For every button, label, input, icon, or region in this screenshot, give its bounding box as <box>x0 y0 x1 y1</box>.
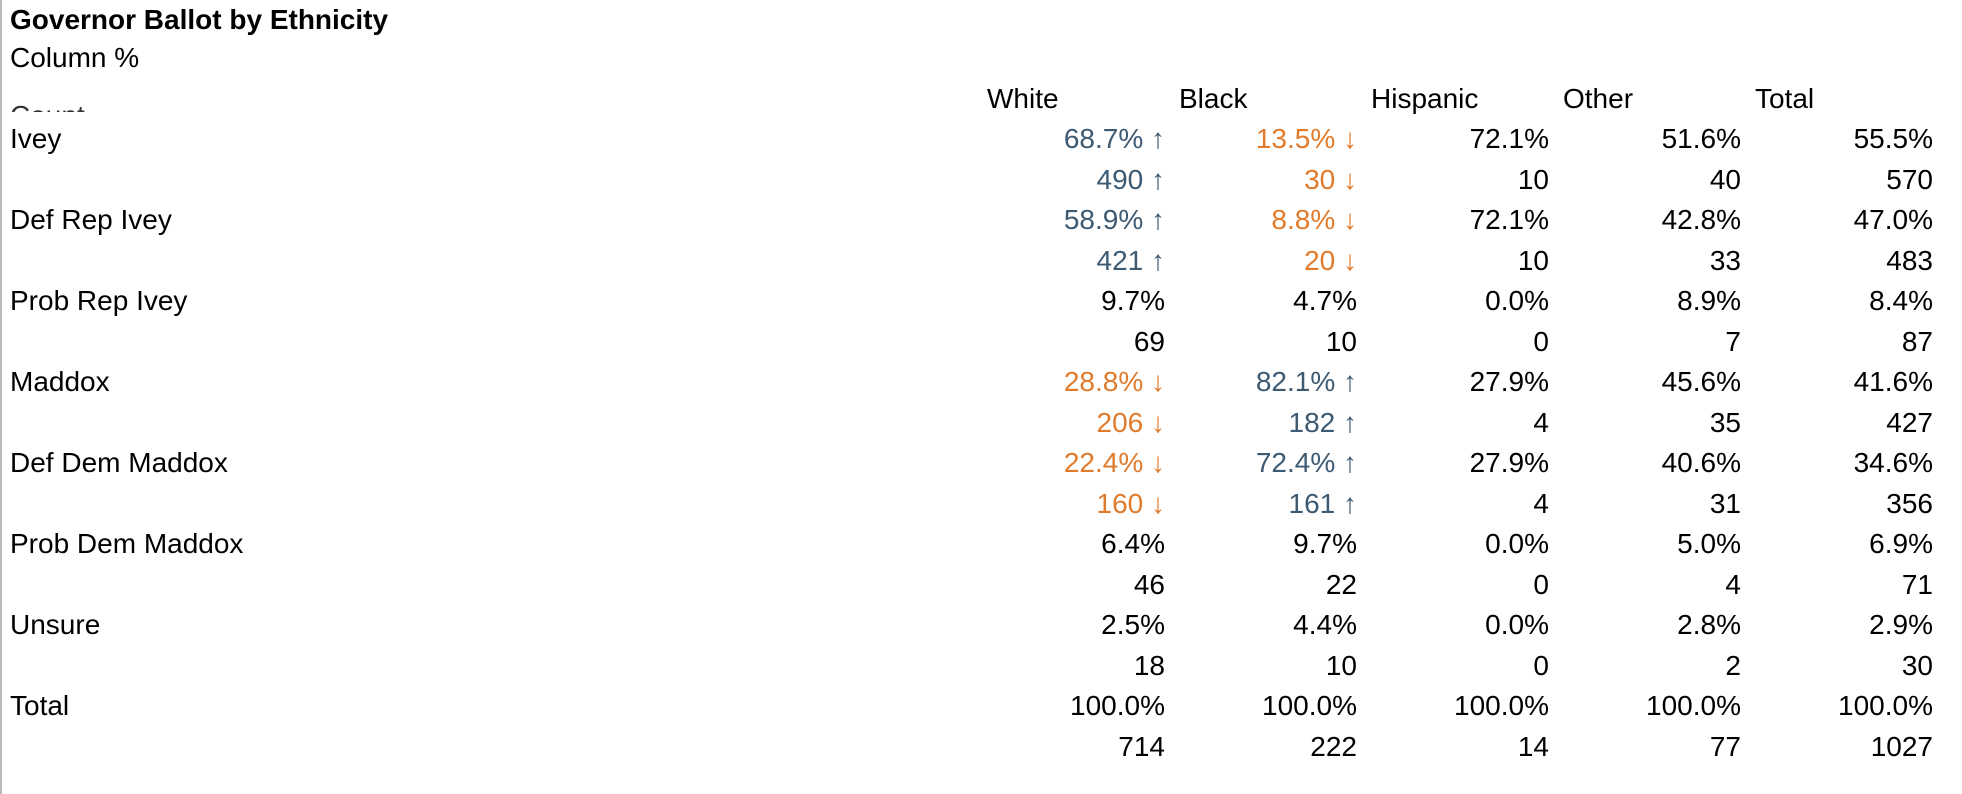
column-header-hispanic: Hispanic <box>1371 83 1479 114</box>
count-cell-total-white: 714 <box>1118 730 1165 762</box>
percent-cell-prob-rep-ivey-black: 4.7% <box>1293 285 1357 316</box>
percent-cell-total-other: 100.0% <box>1646 690 1741 721</box>
percent-cell-total-total: 100.0% <box>1838 690 1933 721</box>
percent-cell-unsure-hispanic: 0.0% <box>1485 609 1549 640</box>
percent-cell-def-rep-ivey-hispanic: 72.1% <box>1469 204 1549 235</box>
count-cell-unsure-hispanic: 0 <box>1533 649 1549 681</box>
percent-cell-unsure-other: 2.8% <box>1677 609 1741 640</box>
percent-cell-ivey-total: 55.5% <box>1853 123 1933 154</box>
row-label-prob-rep-ivey: Prob Rep Ivey <box>10 285 188 316</box>
column-header-total: Total <box>1755 83 1815 114</box>
table-subtitle: Column % <box>10 42 140 73</box>
count-cell-maddox-hispanic: 4 <box>1533 406 1549 438</box>
count-cell-unsure-black: 10 <box>1325 649 1357 681</box>
count-cell-ivey-total: 570 <box>1886 163 1933 195</box>
percent-cell-def-dem-maddox-black: 72.4% ↑ <box>1255 447 1357 478</box>
percent-cell-unsure-total: 2.9% <box>1869 609 1933 640</box>
percent-cell-def-dem-maddox-total: 34.6% <box>1853 447 1933 478</box>
percent-cell-def-dem-maddox-hispanic: 27.9% <box>1469 447 1549 478</box>
row-label-def-dem-maddox: Def Dem Maddox <box>10 447 228 478</box>
percent-cell-ivey-other: 51.6% <box>1661 123 1741 154</box>
count-cell-total-black: 222 <box>1310 730 1357 762</box>
count-cell-def-dem-maddox-total: 356 <box>1886 487 1933 519</box>
count-cell-maddox-black: 182 ↑ <box>1288 406 1358 438</box>
count-cell-ivey-other: 40 <box>1709 163 1741 195</box>
count-cell-unsure-total: 30 <box>1901 649 1933 681</box>
count-cell-maddox-white: 206 ↓ <box>1096 406 1166 438</box>
count-cell-prob-rep-ivey-hispanic: 0 <box>1533 325 1549 357</box>
count-cell-total-hispanic: 14 <box>1517 730 1549 762</box>
count-cell-def-rep-ivey-other: 33 <box>1709 244 1741 276</box>
partially-hidden-caption: Count <box>10 98 85 112</box>
count-cell-prob-dem-maddox-black: 22 <box>1325 568 1357 600</box>
row-label-def-rep-ivey: Def Rep Ivey <box>10 204 172 235</box>
count-cell-ivey-black: 30 ↓ <box>1304 163 1357 195</box>
count-cell-prob-rep-ivey-black: 10 <box>1325 325 1357 357</box>
count-cell-ivey-hispanic: 10 <box>1517 163 1549 195</box>
percent-cell-prob-dem-maddox-total: 6.9% <box>1869 528 1933 559</box>
count-cell-def-dem-maddox-hispanic: 4 <box>1533 487 1549 519</box>
column-header-black: Black <box>1179 83 1248 114</box>
count-cell-prob-rep-ivey-white: 69 <box>1133 325 1165 357</box>
percent-cell-def-rep-ivey-black: 8.8% ↓ <box>1271 204 1357 235</box>
row-label-total: Total <box>10 690 70 721</box>
row-label-prob-dem-maddox: Prob Dem Maddox <box>10 528 244 559</box>
count-cell-def-dem-maddox-white: 160 ↓ <box>1096 487 1166 519</box>
percent-cell-prob-rep-ivey-total: 8.4% <box>1869 285 1933 316</box>
count-cell-prob-dem-maddox-white: 46 <box>1133 568 1165 600</box>
percent-cell-ivey-white: 68.7% ↑ <box>1063 123 1165 154</box>
percent-cell-prob-rep-ivey-hispanic: 0.0% <box>1485 285 1549 316</box>
percent-cell-prob-dem-maddox-other: 5.0% <box>1677 528 1741 559</box>
column-header-white: White <box>987 83 1059 114</box>
percent-cell-unsure-white: 2.5% <box>1101 609 1165 640</box>
column-header-other: Other <box>1563 83 1634 114</box>
row-label-ivey: Ivey <box>10 123 62 154</box>
percent-cell-prob-dem-maddox-black: 9.7% <box>1293 528 1357 559</box>
percent-cell-def-dem-maddox-other: 40.6% <box>1661 447 1741 478</box>
percent-cell-maddox-black: 82.1% ↑ <box>1255 366 1357 397</box>
count-cell-unsure-white: 18 <box>1133 649 1165 681</box>
count-cell-unsure-other: 2 <box>1725 649 1741 681</box>
percent-cell-def-rep-ivey-other: 42.8% <box>1661 204 1741 235</box>
percent-cell-def-rep-ivey-white: 58.9% ↑ <box>1063 204 1165 235</box>
percent-cell-ivey-hispanic: 72.1% <box>1469 123 1549 154</box>
percent-cell-def-rep-ivey-total: 47.0% <box>1853 204 1933 235</box>
count-cell-def-dem-maddox-black: 161 ↑ <box>1288 487 1358 519</box>
count-cell-total-other: 77 <box>1709 730 1741 762</box>
percent-cell-prob-rep-ivey-other: 8.9% <box>1677 285 1741 316</box>
percent-cell-unsure-black: 4.4% <box>1293 609 1357 640</box>
count-cell-def-rep-ivey-hispanic: 10 <box>1517 244 1549 276</box>
count-cell-def-rep-ivey-black: 20 ↓ <box>1304 244 1357 276</box>
left-border <box>0 0 2 794</box>
count-cell-prob-rep-ivey-total: 87 <box>1901 325 1933 357</box>
count-cell-ivey-white: 490 ↑ <box>1096 163 1166 195</box>
percent-cell-def-dem-maddox-white: 22.4% ↓ <box>1063 447 1165 478</box>
count-cell-maddox-other: 35 <box>1709 406 1741 438</box>
percent-cell-ivey-black: 13.5% ↓ <box>1255 123 1357 154</box>
row-label-maddox: Maddox <box>10 366 110 397</box>
count-cell-def-dem-maddox-other: 31 <box>1709 487 1741 519</box>
percent-cell-maddox-hispanic: 27.9% <box>1469 366 1549 397</box>
percent-cell-total-white: 100.0% <box>1070 690 1165 721</box>
count-cell-prob-dem-maddox-other: 4 <box>1725 568 1741 600</box>
count-cell-total-total: 1027 <box>1870 730 1933 762</box>
percent-cell-prob-dem-maddox-white: 6.4% <box>1101 528 1165 559</box>
percent-cell-total-black: 100.0% <box>1262 690 1357 721</box>
percent-cell-total-hispanic: 100.0% <box>1454 690 1549 721</box>
count-cell-prob-dem-maddox-hispanic: 0 <box>1533 568 1549 600</box>
count-cell-maddox-total: 427 <box>1886 406 1933 438</box>
percent-cell-prob-dem-maddox-hispanic: 0.0% <box>1485 528 1549 559</box>
count-cell-def-rep-ivey-total: 483 <box>1886 244 1933 276</box>
row-label-unsure: Unsure <box>10 609 101 640</box>
count-cell-prob-dem-maddox-total: 71 <box>1901 568 1933 600</box>
percent-cell-maddox-total: 41.6% <box>1853 366 1933 397</box>
percent-cell-maddox-white: 28.8% ↓ <box>1063 366 1165 397</box>
percent-cell-prob-rep-ivey-white: 9.7% <box>1101 285 1165 316</box>
percent-cell-maddox-other: 45.6% <box>1661 366 1741 397</box>
table-title: Governor Ballot by Ethnicity <box>10 4 389 35</box>
count-cell-prob-rep-ivey-other: 7 <box>1725 325 1741 357</box>
count-cell-def-rep-ivey-white: 421 ↑ <box>1096 244 1166 276</box>
